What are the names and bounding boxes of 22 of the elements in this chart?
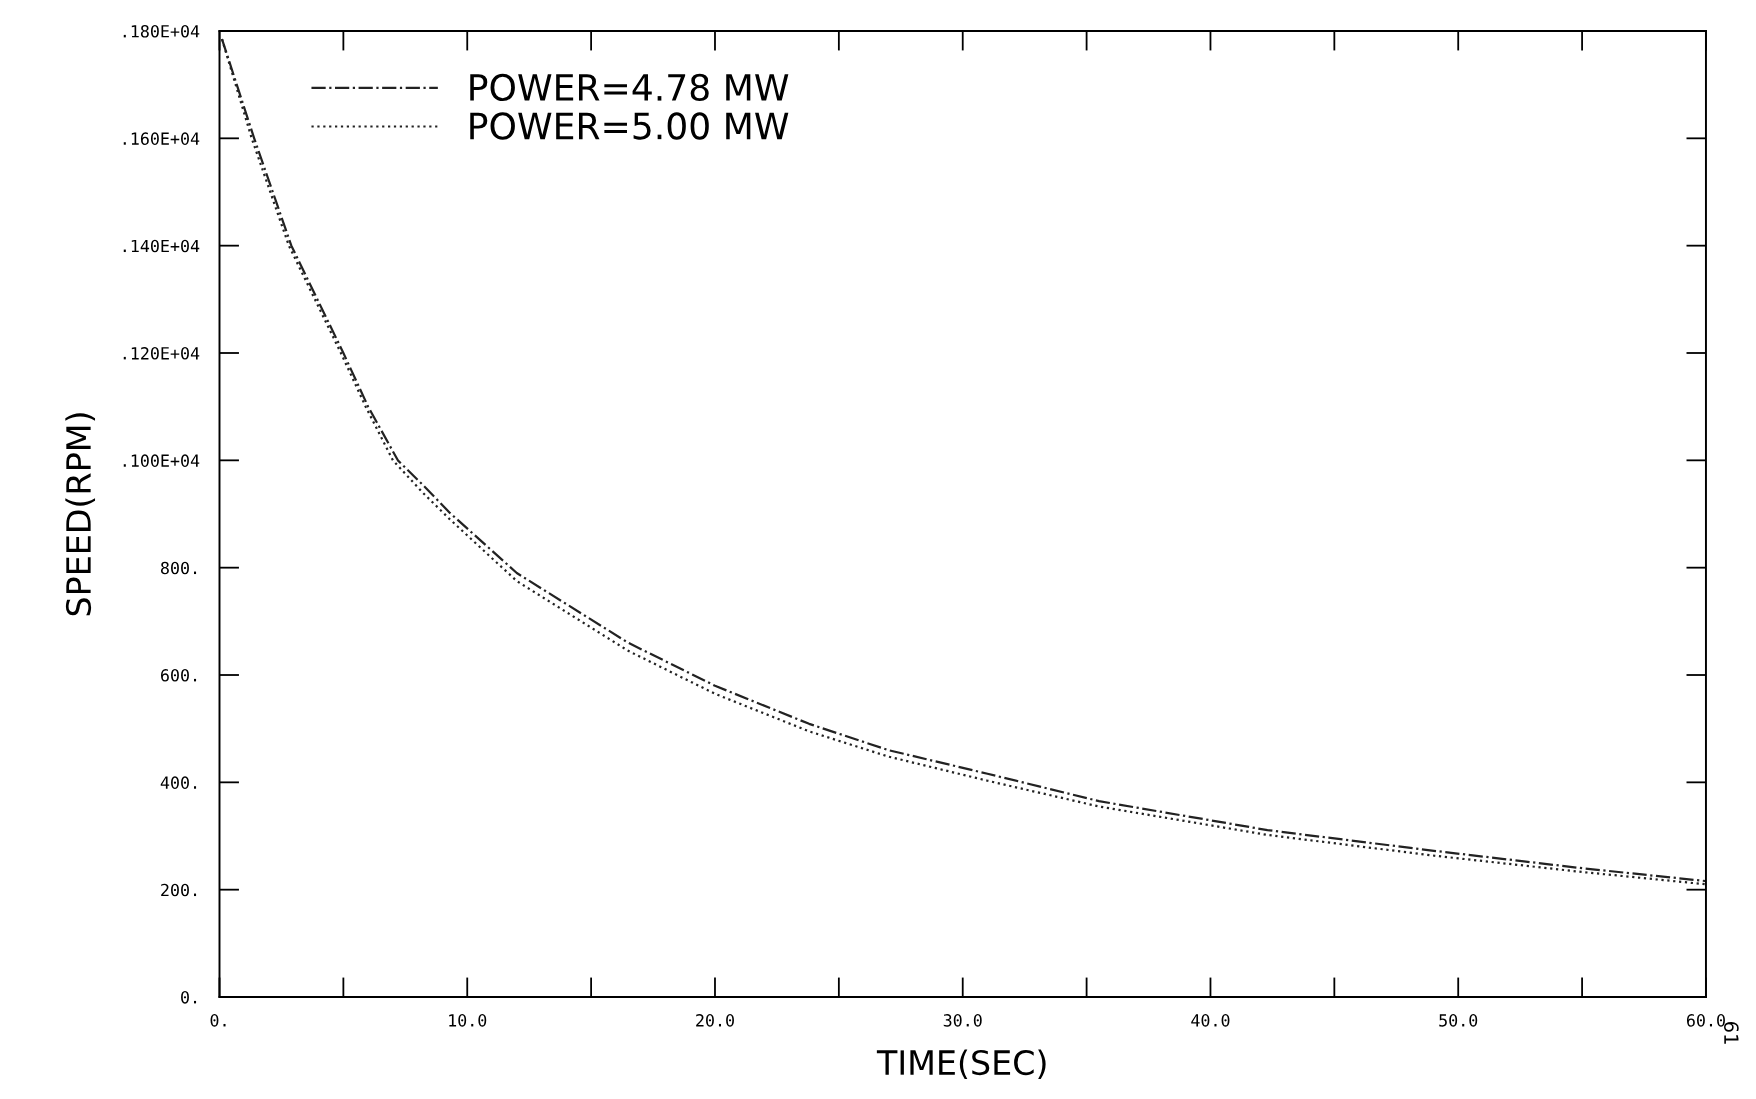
legend-label: POWER=4.78 MW	[470, 73, 789, 102]
x-tick-label: 60.0	[1686, 1014, 1725, 1027]
x-axis-title: TIME(SEC)	[876, 1049, 1046, 1080]
y-tick-label: .140E+04	[123, 239, 200, 253]
y-tick-label: 600.	[161, 669, 197, 682]
x-tick-label: 10.0	[449, 1014, 487, 1027]
y-tick-label: .160E+04	[123, 132, 200, 145]
y-axis-title: SPEED(RPM)	[65, 413, 96, 616]
x-tick-label: 30.0	[943, 1014, 982, 1027]
x-tick-label: 40.0	[1191, 1014, 1230, 1027]
x-tick-label: 50.0	[1439, 1014, 1478, 1027]
y-tick-label: .180E+04	[123, 25, 200, 38]
y-tick-label: .100E+04	[123, 454, 200, 467]
y-tick-label: .120E+04	[123, 347, 200, 360]
y-tick-label: 400.	[160, 776, 197, 789]
y-tick-label: 0.	[181, 991, 197, 1004]
y-tick-label: 200.	[161, 883, 197, 897]
text: 61	[1724, 1022, 1739, 1044]
legend-label: POWER=5.00 MW	[470, 112, 789, 140]
x-tick-label: 20.0	[696, 1014, 734, 1027]
y-tick-label: 800.	[160, 561, 197, 575]
x-tick-label: 0.	[210, 1014, 226, 1027]
